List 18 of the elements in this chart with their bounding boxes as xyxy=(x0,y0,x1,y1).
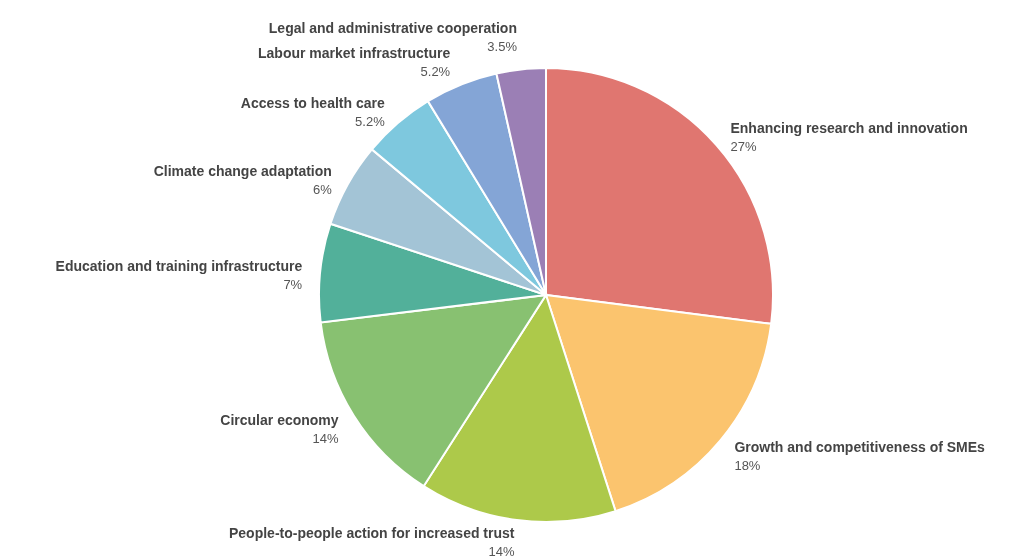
slice-label: Labour market infrastructure xyxy=(258,44,451,61)
data-label: 14% xyxy=(312,431,340,447)
data-label: 5.2% xyxy=(420,63,451,79)
slice-label: Circular economy xyxy=(220,412,339,429)
slice-label: Enhancing research and innovation xyxy=(730,119,968,136)
data-label: 27% xyxy=(730,138,757,154)
slice-label: Growth and competitiveness of SMEs xyxy=(734,438,986,455)
slice-label: Education and training infrastructure xyxy=(55,257,303,274)
data-label: 3.5% xyxy=(487,38,518,54)
data-label: 6% xyxy=(313,181,333,197)
data-label: 14% xyxy=(488,543,515,557)
data-label: 7% xyxy=(283,276,303,292)
slice-label: Legal and administrative cooperation xyxy=(268,19,517,36)
slice-label: People-to-people action for increased trust xyxy=(229,524,515,541)
slice-label: Access to health care xyxy=(240,94,385,111)
slice-label: Climate change adaptation xyxy=(153,162,332,179)
data-label: 5.2% xyxy=(355,113,386,129)
data-label: 18% xyxy=(734,457,761,473)
